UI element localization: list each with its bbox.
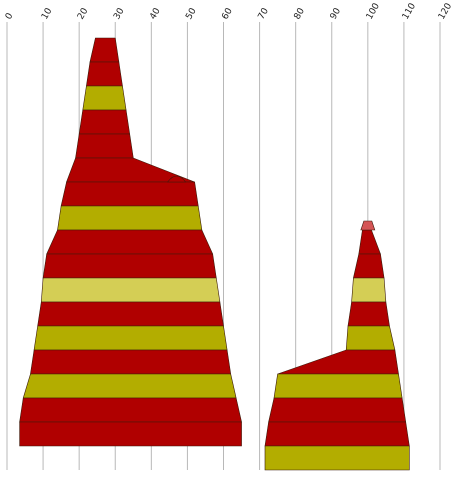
- left-stack-layer: [33, 325, 228, 351]
- left-stack-layer: [60, 181, 199, 207]
- left-stack-layer: [37, 301, 224, 327]
- left-stack-layer: [40, 277, 221, 303]
- left-stack-cap: [166, 175, 187, 183]
- right-stack-layer: [268, 397, 407, 423]
- left-stack-layer: [75, 133, 134, 159]
- left-stack-layer: [86, 61, 123, 87]
- x-tick-label: 80: [293, 6, 308, 21]
- x-tick-labels: 0 10 20 30 40 50 60 70 80 90 100 110 120: [4, 1, 452, 21]
- left-stack-layer: [57, 205, 203, 231]
- right-stack-layer: [345, 325, 396, 351]
- right-stack-cap: [360, 220, 376, 231]
- right-stack-layer: [264, 421, 410, 447]
- x-tick-label: 0: [4, 11, 16, 21]
- right-stack-layer: [264, 445, 410, 471]
- left-stack-layer: [19, 421, 242, 447]
- x-tick-label: 20: [76, 6, 91, 21]
- left-stack-layer: [46, 229, 214, 255]
- right-stack-layer: [358, 229, 381, 255]
- x-tick-label: 70: [257, 6, 272, 21]
- left-stack-layer: [82, 85, 127, 111]
- left-stack-layer: [78, 109, 131, 135]
- right-stack-layer: [347, 301, 390, 327]
- left-stack-layer: [42, 253, 217, 279]
- right-stack-layer: [273, 373, 403, 399]
- left-stack-layer: [30, 349, 232, 375]
- left-stack-layer: [22, 373, 237, 399]
- x-tick-label: 120: [437, 1, 452, 21]
- left-stack-layer: [89, 37, 120, 63]
- x-tick-label: 10: [40, 6, 55, 21]
- x-tick-label: 60: [220, 6, 235, 21]
- x-tick-label: 40: [148, 6, 163, 21]
- right-stack-layer: [351, 277, 387, 303]
- x-tick-label: 50: [184, 6, 199, 21]
- x-tick-label: 100: [365, 1, 382, 21]
- right-stack-layer: [353, 253, 385, 279]
- x-tick-label: 90: [329, 6, 344, 21]
- x-tick-label: 30: [112, 6, 127, 21]
- stacked-layers: [19, 37, 410, 471]
- x-tick-label: 110: [401, 1, 418, 21]
- left-stack-layer: [19, 397, 242, 423]
